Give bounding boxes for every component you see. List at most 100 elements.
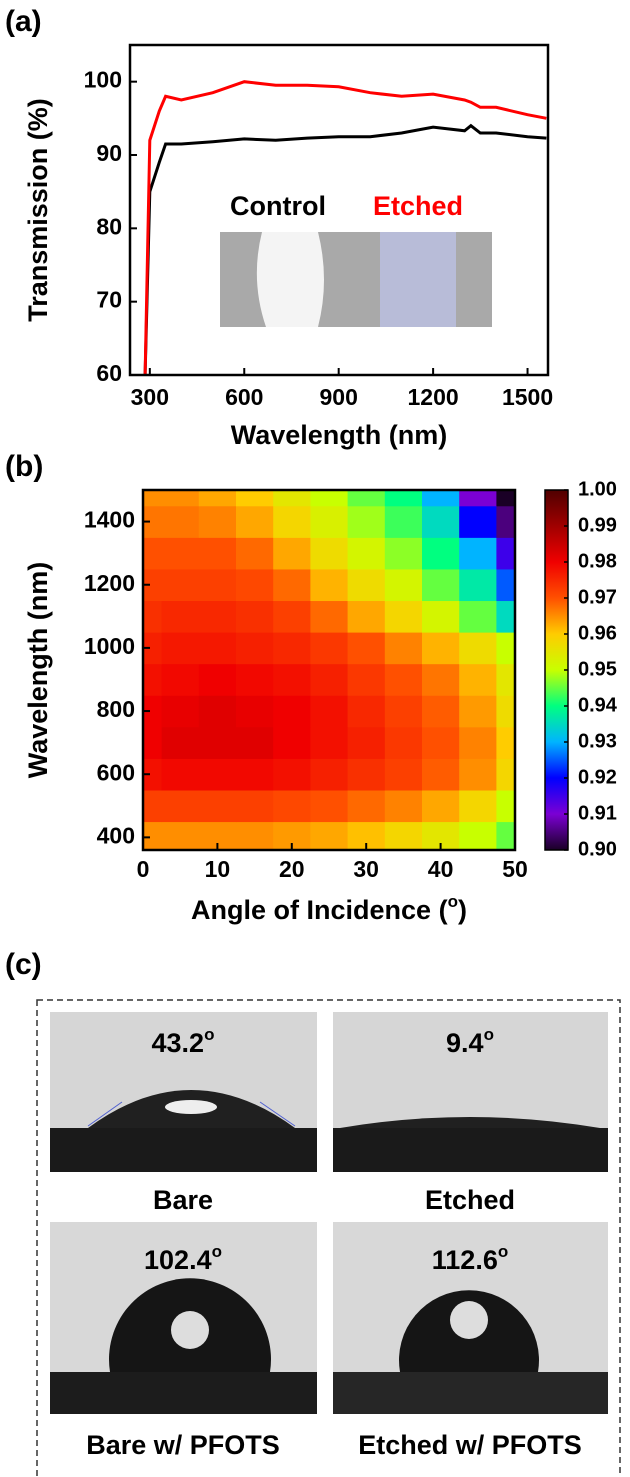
heatmap-cell — [143, 537, 163, 570]
panel-label: (b) — [5, 450, 43, 483]
x-tick-label: 30 — [353, 856, 379, 882]
heatmap-cell — [198, 568, 237, 602]
photo — [333, 1012, 608, 1172]
colorbar-tick-label: 0.99 — [578, 514, 617, 536]
heatmap-cell — [310, 505, 349, 538]
y-axis-label: Transmission (%) — [23, 98, 53, 322]
heatmap-cell — [143, 568, 163, 602]
dashed-frame — [36, 999, 621, 1477]
heatmap-cell — [143, 790, 163, 823]
heatmap-cell — [422, 695, 460, 728]
heatmap-cell — [310, 726, 349, 759]
colorbar-tick-label: 0.98 — [578, 550, 617, 572]
heatmap-cell — [273, 758, 311, 791]
heatmap-cell — [347, 490, 386, 507]
x-tick-label: 50 — [502, 856, 528, 882]
heatmap-cell — [347, 505, 386, 538]
heatmap-cell — [459, 568, 497, 602]
heatmap-cell — [143, 695, 163, 728]
x-tick-label: 1200 — [408, 384, 459, 410]
heatmap-cell — [198, 790, 237, 823]
heatmap-cell — [310, 537, 349, 570]
heatmap-cell — [198, 758, 237, 791]
angle-degree: o — [498, 1242, 508, 1261]
x-tick-label: 600 — [225, 384, 263, 410]
heatmap-cell — [384, 568, 423, 602]
heatmap-cell — [459, 632, 497, 665]
heatmap-cell — [161, 505, 200, 538]
heatmap-cell — [310, 600, 349, 633]
heatmap-cell — [273, 537, 311, 570]
heatmap-cell — [273, 568, 311, 602]
heatmap-cell — [198, 726, 237, 759]
colorbar-tick-label: 0.90 — [578, 838, 617, 860]
heatmap-cell — [496, 632, 516, 665]
y-tick-label: 800 — [97, 696, 135, 722]
heatmap-cell — [384, 758, 423, 791]
x-axis-label-part: ) — [458, 895, 467, 925]
angle-value: 9.4 — [446, 1028, 484, 1058]
heatmap-cell — [161, 490, 200, 507]
x-axis-label-part: o — [448, 892, 458, 911]
contact-angle: 9.4o — [446, 1025, 494, 1058]
angle-degree: o — [484, 1025, 494, 1044]
x-axis-label: Wavelength (nm) — [231, 420, 448, 450]
heatmap-cell — [384, 663, 423, 696]
heatmap-cell — [347, 600, 386, 633]
heatmap-cell — [384, 505, 423, 538]
x-tick-label: 20 — [279, 856, 305, 882]
heatmap-cell — [422, 790, 460, 823]
line — [143, 123, 547, 376]
x-tick-label: 40 — [428, 856, 454, 882]
y-tick-label: 400 — [97, 822, 135, 848]
heatmap-cell — [422, 537, 460, 570]
heatmap-cell — [422, 726, 460, 759]
heatmap-cell — [459, 726, 497, 759]
heatmap-cell — [236, 695, 274, 728]
heatmap-cell — [310, 695, 349, 728]
heatmap-cell — [310, 821, 349, 851]
colorbar-tick-label: 0.91 — [578, 802, 617, 824]
heatmap-cell — [273, 490, 311, 507]
panel-label: (c) — [5, 948, 42, 981]
heatmap-cell — [198, 663, 237, 696]
heatmap-cell — [422, 505, 460, 538]
heatmap-cell — [310, 568, 349, 602]
heatmap-cell — [236, 632, 274, 665]
heatmap-cell — [161, 695, 200, 728]
heatmap-cell — [198, 695, 237, 728]
heatmap-cell — [459, 821, 497, 851]
heatmap-cell — [236, 790, 274, 823]
heatmap-cell — [496, 695, 516, 728]
heatmap-cell — [310, 663, 349, 696]
photo-caption: Etched w/ PFOTS — [358, 1430, 582, 1460]
heatmap-cell — [496, 821, 516, 851]
heatmap-cell — [236, 726, 274, 759]
y-tick-label: 80 — [96, 213, 122, 239]
y-axis-label: Wavelength (nm) — [23, 562, 53, 779]
x-tick-label: 300 — [131, 384, 169, 410]
heatmap-cell — [161, 568, 200, 602]
heatmap-cell — [384, 600, 423, 633]
heatmap-cell — [161, 790, 200, 823]
colorbar-tick-label: 0.97 — [578, 586, 617, 608]
photo-caption: Bare — [153, 1185, 213, 1215]
heatmap-cell — [384, 790, 423, 823]
heatmap-cell — [236, 758, 274, 791]
heatmap-cell — [161, 600, 200, 633]
y-tick-label: 60 — [96, 360, 122, 386]
heatmap-cell — [236, 600, 274, 633]
heatmap-cell — [143, 490, 163, 507]
heatmap-cell — [496, 537, 516, 570]
photo-caption: Bare w/ PFOTS — [86, 1430, 280, 1460]
heatmap-cell — [143, 505, 163, 538]
heatmap-cell — [310, 790, 349, 823]
heatmap-cell — [459, 758, 497, 791]
colorbar-tick-label: 0.94 — [578, 694, 618, 716]
heatmap-cell — [310, 758, 349, 791]
heatmap-cell — [236, 568, 274, 602]
heatmap-cell — [496, 505, 516, 538]
heatmap-cell — [459, 490, 497, 507]
heatmap-cell — [459, 663, 497, 696]
